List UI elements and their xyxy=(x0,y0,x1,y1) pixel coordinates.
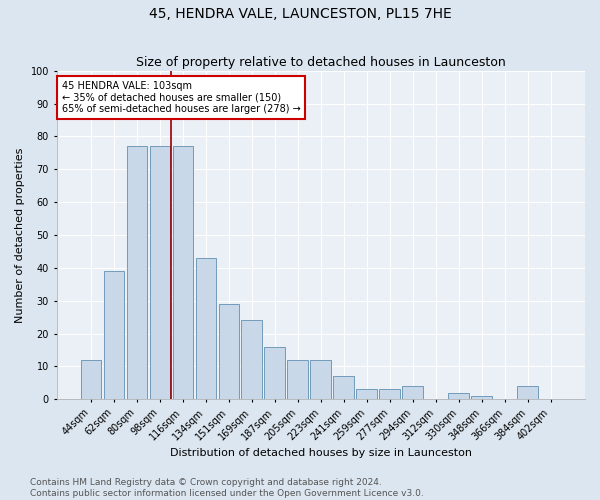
Bar xyxy=(80,360,101,400)
Text: 45, HENDRA VALE, LAUNCESTON, PL15 7HE: 45, HENDRA VALE, LAUNCESTON, PL15 7HE xyxy=(149,8,451,22)
Bar xyxy=(127,146,147,400)
X-axis label: Distribution of detached houses by size in Launceston: Distribution of detached houses by size … xyxy=(170,448,472,458)
Bar xyxy=(379,390,400,400)
Bar xyxy=(287,360,308,400)
Title: Size of property relative to detached houses in Launceston: Size of property relative to detached ho… xyxy=(136,56,506,70)
Bar xyxy=(517,386,538,400)
Bar xyxy=(334,376,354,400)
Bar xyxy=(149,146,170,400)
Bar xyxy=(241,320,262,400)
Text: Contains HM Land Registry data © Crown copyright and database right 2024.
Contai: Contains HM Land Registry data © Crown c… xyxy=(30,478,424,498)
Bar xyxy=(472,396,492,400)
Bar xyxy=(265,346,285,400)
Bar xyxy=(356,390,377,400)
Bar xyxy=(218,304,239,400)
Bar xyxy=(310,360,331,400)
Bar xyxy=(196,258,216,400)
Bar xyxy=(403,386,423,400)
Bar xyxy=(173,146,193,400)
Text: 45 HENDRA VALE: 103sqm
← 35% of detached houses are smaller (150)
65% of semi-de: 45 HENDRA VALE: 103sqm ← 35% of detached… xyxy=(62,80,301,114)
Bar xyxy=(448,392,469,400)
Y-axis label: Number of detached properties: Number of detached properties xyxy=(15,148,25,322)
Bar xyxy=(104,271,124,400)
